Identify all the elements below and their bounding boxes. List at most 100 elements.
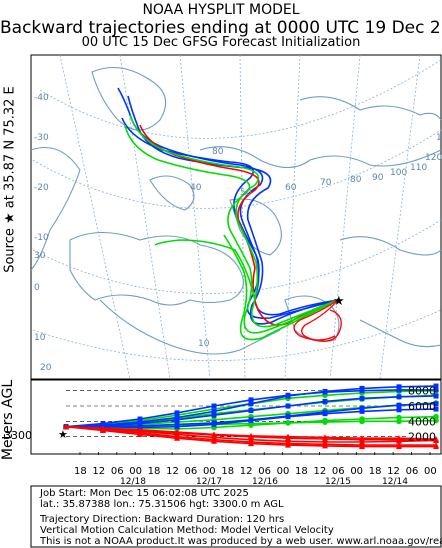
height-series-marker (211, 403, 217, 409)
date-label: 12/14 (382, 477, 408, 487)
height-series-marker (137, 431, 143, 437)
height-series-marker (359, 418, 365, 425)
height-series-marker (396, 418, 402, 425)
height-series-marker (322, 419, 328, 425)
footer-job-start: Job Start: Mon Dec 15 06:02:08 UTC 2025 (40, 488, 249, 499)
map-longitude-label: 50 (240, 188, 252, 198)
height-series-marker (174, 424, 180, 430)
map-longitude-label: 80 (350, 175, 362, 185)
map-gridlines (32, 54, 442, 380)
height-series-marker (211, 412, 217, 418)
height-series-marker (248, 432, 254, 439)
footer-direction: Trajectory Direction: Backward Duration:… (40, 514, 285, 525)
trajectory-paths (117, 87, 339, 341)
date-label: 12/18 (120, 477, 146, 487)
time-tick-label: 00 (350, 466, 363, 477)
height-series-marker (285, 403, 291, 409)
footer-disclaimer: This is not a NOAA product.It was produc… (40, 536, 442, 547)
height-series-marker (285, 433, 291, 440)
height-series-marker (433, 413, 439, 420)
height-series-marker (359, 408, 365, 414)
time-tick-label: 00 (129, 466, 142, 477)
height-series-marker (285, 414, 291, 420)
footer-location: lat.: 35.87388 lon.: 75.31506 hgt: 3300.… (40, 499, 284, 510)
height-series-marker (359, 388, 365, 394)
y-tick-label: 8000 (408, 385, 436, 398)
height-panel: 2000 4000 6000 8000 3300 ★ 18 12 06 00 18 12 06 00… (4, 379, 442, 487)
height-series-marker (322, 398, 328, 404)
map-latitude-label: 10 (198, 339, 210, 349)
y-tick-label: 6000 (408, 400, 436, 413)
model-title: NOAA HYSPLIT MODEL (142, 2, 300, 18)
height-series-marker (396, 407, 402, 413)
y-tick-label: 2000 (408, 431, 436, 444)
height-series-marker (137, 426, 143, 433)
map-labels: -40 -30 -20 -10 0 10 20 30 40 50 60 70 80 90 100 110120… (34, 93, 442, 373)
y-tick-labels: 2000 4000 6000 8000 (408, 385, 436, 444)
y-tick-label: 4000 (408, 415, 436, 428)
time-tick-label: 00 (424, 466, 437, 477)
time-tick-label: 06 (185, 466, 198, 477)
map-longitude-label: 20 (40, 363, 52, 373)
height-series-marker (433, 401, 439, 407)
map-longitude-label: -10 (34, 233, 49, 243)
time-tick-label: 06 (406, 466, 419, 477)
source-star-icon: ★ (333, 294, 345, 309)
height-series-marker (322, 389, 328, 395)
map-longitude-label: 10 (34, 333, 46, 343)
height-series-marker (359, 405, 365, 411)
time-tick-labels: 18 12 06 00 18 12 06 00 18 12 06 00 18 12 06 00 18 12 06 00 (74, 452, 437, 477)
height-series (63, 383, 439, 450)
height-series-marker (396, 443, 402, 450)
time-tick-label: 06 (258, 466, 271, 477)
date-label: 12/17 (196, 477, 222, 487)
map-longitude-label: 30 (34, 251, 46, 261)
height-series-marker (211, 408, 217, 414)
time-tick-label: 12 (166, 466, 179, 477)
height-series-marker (433, 406, 439, 412)
height-series-marker (248, 397, 254, 403)
time-tick-label: 18 (148, 466, 161, 477)
footer-frame (30, 485, 442, 548)
height-series-marker (248, 440, 254, 447)
height-series-marker (322, 411, 328, 417)
map-longitude-label: 130 (436, 133, 442, 143)
time-tick-label: 00 (277, 466, 290, 477)
height-series-marker (248, 408, 254, 414)
map-longitude-label: 40 (190, 183, 202, 193)
height-series-marker (433, 417, 439, 424)
time-tick-label: 18 (369, 466, 382, 477)
height-series-marker (174, 435, 180, 441)
height-series-marker (433, 393, 439, 399)
height-series-marker (359, 395, 365, 401)
height-series-marker (100, 425, 106, 431)
time-tick-label: 12 (92, 466, 105, 477)
chart-title: Backward trajectories ending at 0000 UTC… (0, 18, 442, 38)
height-series-marker (248, 401, 254, 407)
map-longitude-label: -40 (34, 93, 49, 103)
height-series-marker (396, 414, 402, 421)
time-tick-label: 06 (111, 466, 124, 477)
map-longitude-label: 60 (285, 183, 297, 193)
source-region-cluster (293, 299, 342, 342)
height-series-marker (322, 434, 328, 440)
height-series-marker (433, 383, 439, 389)
date-label: 12/15 (325, 477, 351, 487)
height-series-marker (396, 402, 402, 408)
footer-vertical-method: Vertical Motion Calculation Method: Mode… (40, 525, 334, 536)
time-tick-label: 06 (332, 466, 345, 477)
time-tick-label: 12 (313, 466, 326, 477)
map-longitude-label: 90 (372, 173, 384, 183)
height-series-marker (174, 410, 180, 416)
map-longitude-label: 0 (34, 283, 40, 293)
map-longitude-label: -20 (34, 183, 49, 193)
start-star-icon: ★ (58, 428, 68, 441)
height-series-marker (433, 387, 439, 393)
time-tick-label: 12 (387, 466, 400, 477)
height-series-marker (396, 384, 402, 390)
height-series-marker (396, 387, 402, 393)
map-longitude-label: 70 (320, 178, 332, 188)
height-series-marker (433, 435, 439, 442)
